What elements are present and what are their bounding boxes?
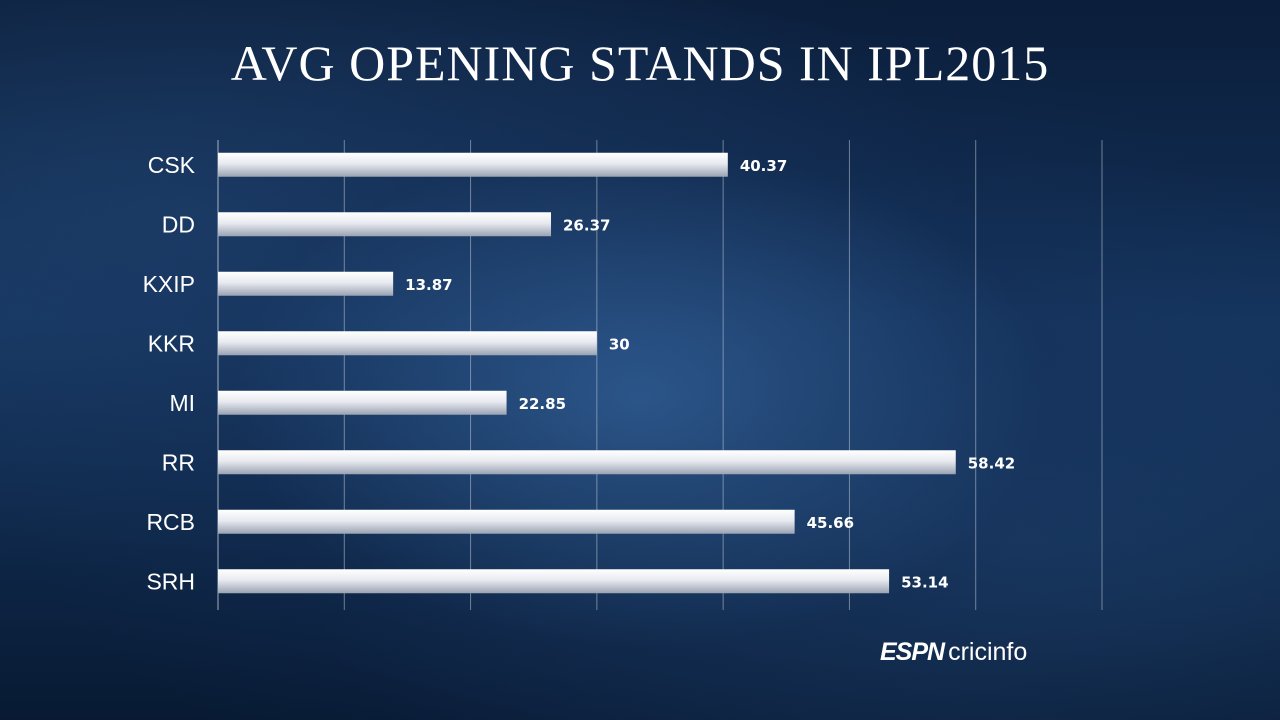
bar	[218, 212, 552, 237]
category-label: CSK	[148, 152, 196, 178]
bar	[218, 390, 507, 415]
bar	[218, 331, 597, 356]
value-label: 40.37	[740, 157, 787, 175]
value-label: 22.85	[519, 395, 566, 413]
bar	[218, 569, 890, 594]
category-label: RR	[162, 449, 195, 475]
bars: CSK 40.37 DD 26.37 KXIP 13.87 KKR 30 MI 22.85 RR 58…	[143, 152, 1016, 595]
espncricinfo-logo: ESPN cricinfo	[880, 638, 1027, 667]
value-label: 13.87	[405, 276, 452, 294]
category-label: RCB	[146, 509, 195, 535]
category-label: DD	[162, 211, 195, 237]
bar	[218, 509, 795, 534]
value-label: 30	[609, 335, 630, 353]
espn-logo-text: ESPN	[880, 638, 945, 666]
chart-title: AVG OPENING STANDS IN IPL2015	[230, 35, 1050, 91]
gridlines	[217, 140, 1103, 610]
value-label: 26.37	[563, 216, 610, 234]
category-label: KKR	[148, 330, 195, 356]
category-label: SRH	[146, 568, 195, 594]
value-label: 58.42	[968, 454, 1015, 472]
value-label: 45.66	[807, 514, 854, 532]
bar	[218, 450, 956, 475]
cricinfo-logo-text: cricinfo	[948, 638, 1028, 666]
category-label: MI	[169, 390, 195, 416]
category-label: KXIP	[143, 271, 195, 297]
bar	[218, 271, 394, 296]
bar	[218, 152, 728, 177]
value-label: 53.14	[901, 573, 948, 591]
